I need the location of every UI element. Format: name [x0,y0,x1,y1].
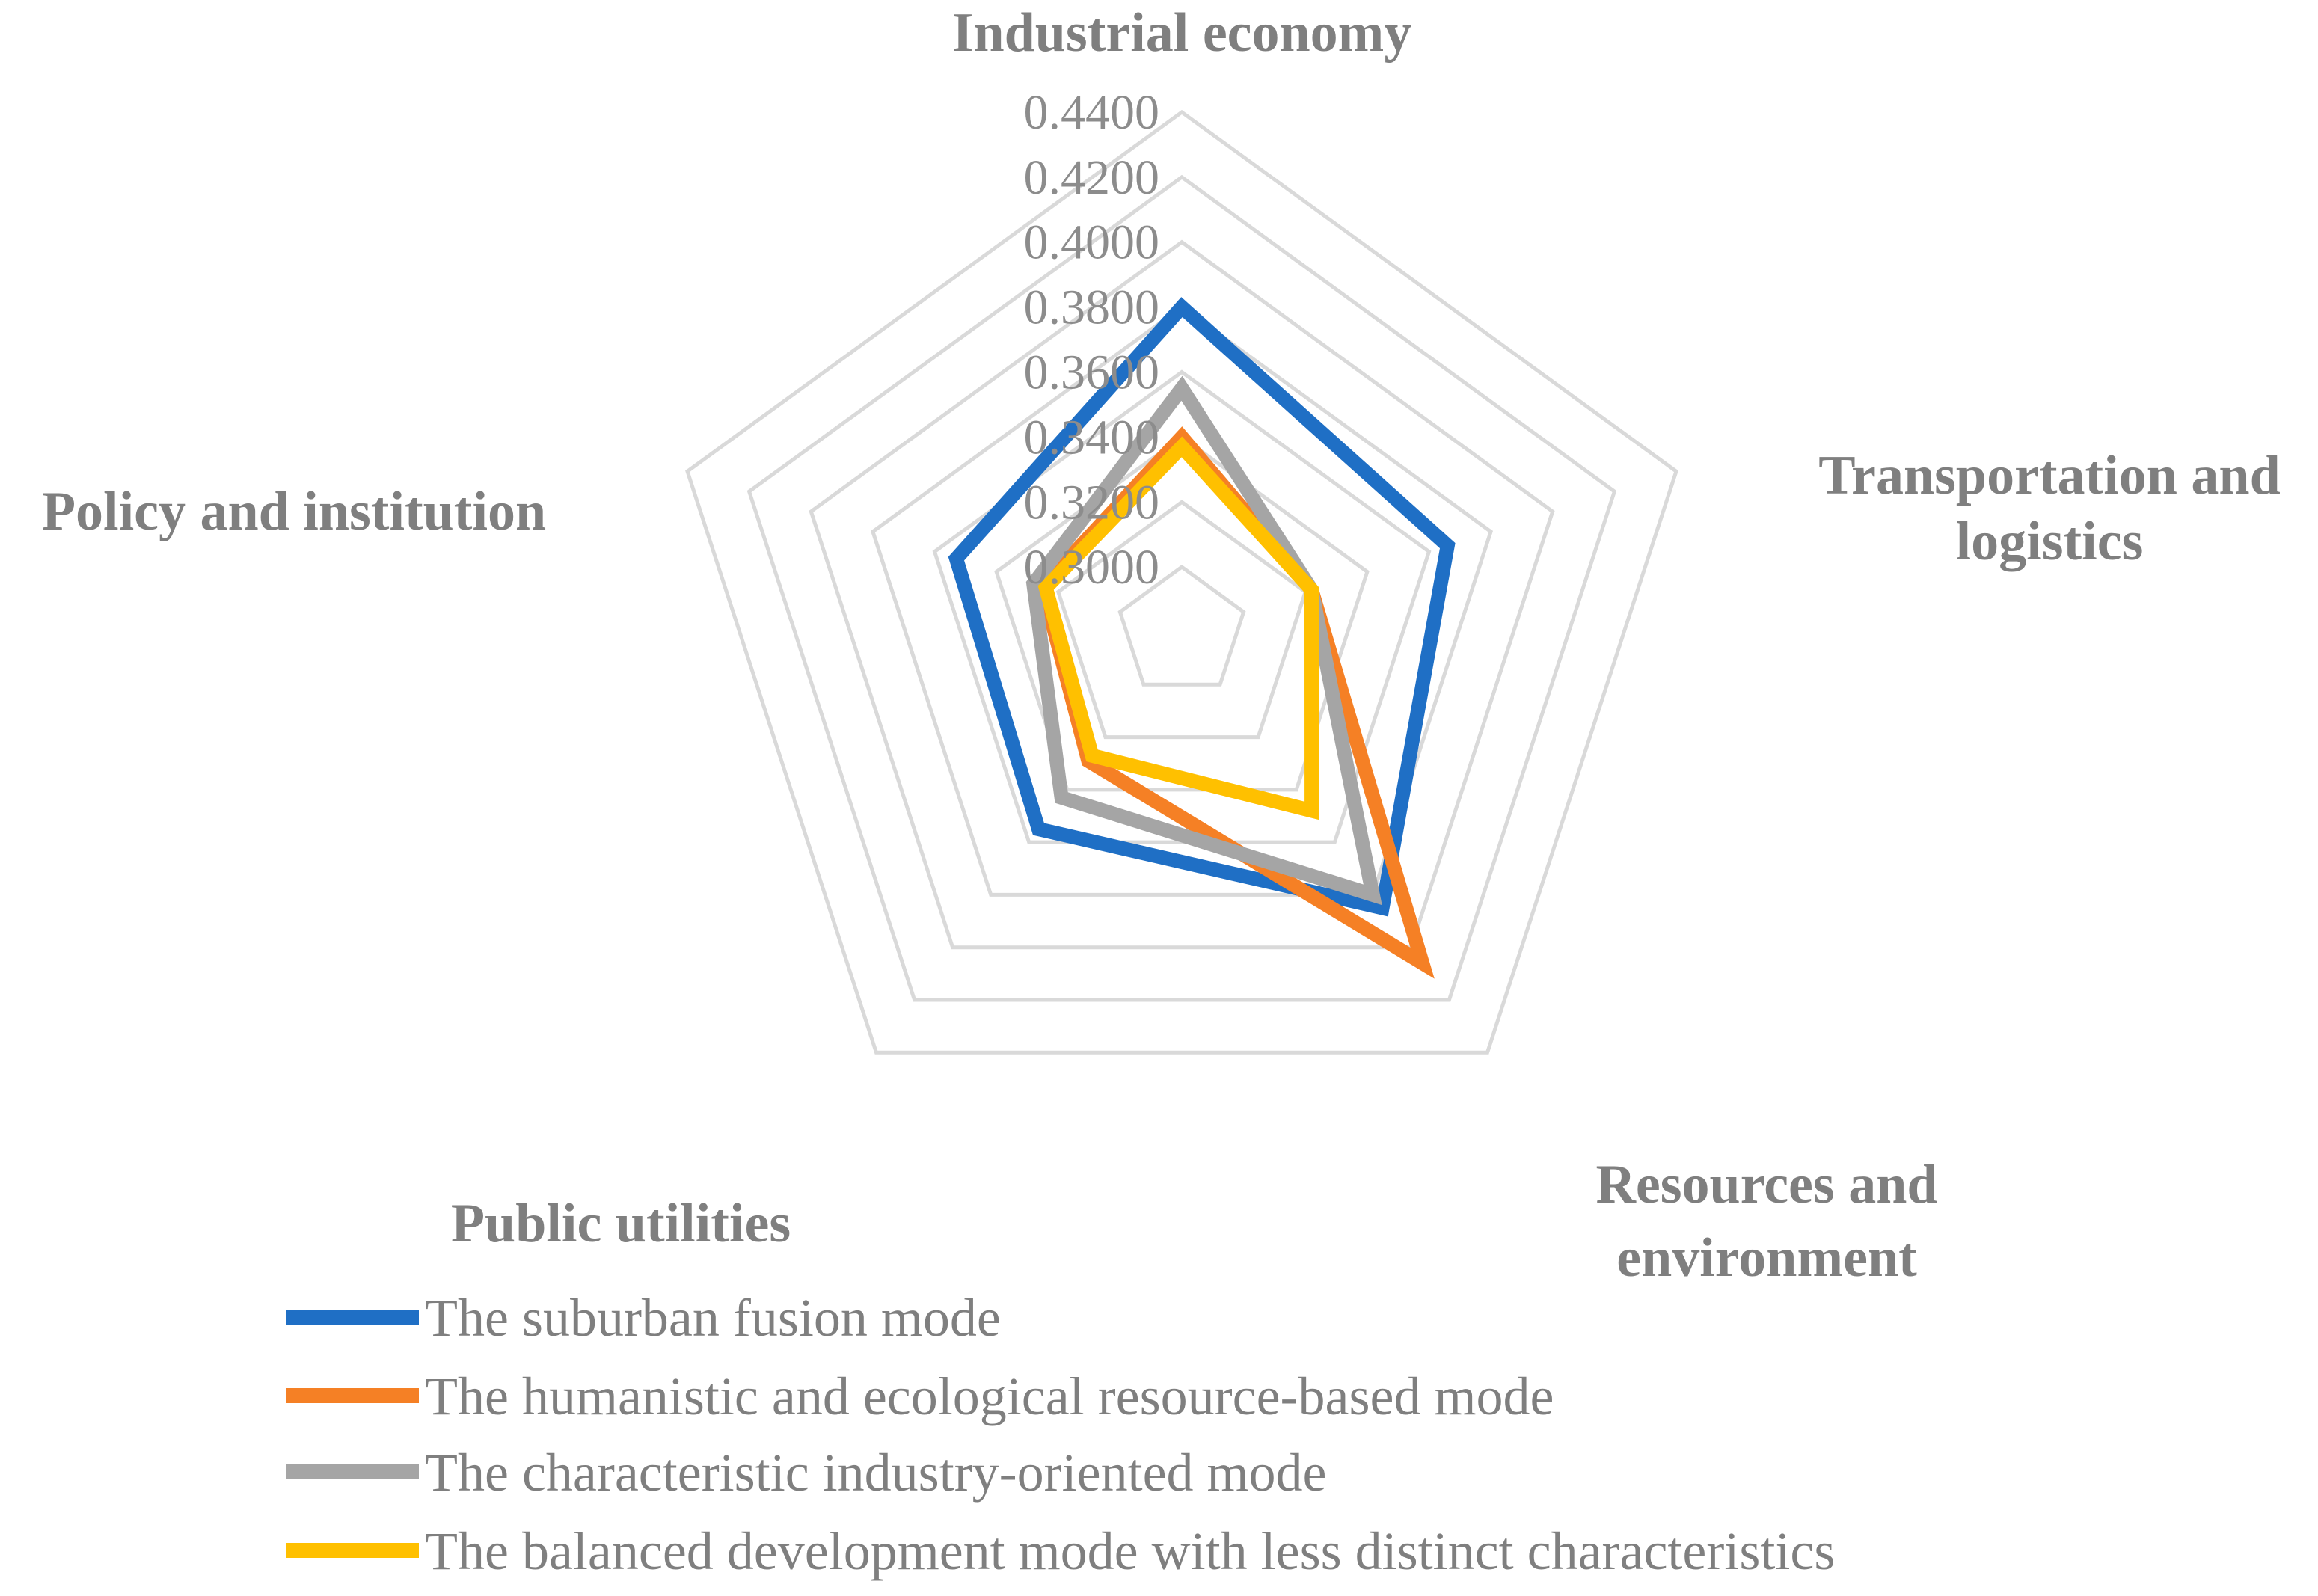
grid-ring-6 [746,174,1617,1002]
axis-label-public-utilities: Public utilities [451,1193,791,1254]
axis-label-line: Transportation and [1818,445,2280,506]
tick-label: 0.4200 [1024,150,1160,205]
grid-ring-1 [1055,500,1308,740]
tick-label: 0.3000 [1024,540,1160,595]
axis-label-resources-and-environment: Resources and environment [1595,1154,1937,1289]
tick-label: 0.3600 [1024,346,1160,400]
axis-labels: Industrial economy Transportation and logi… [42,2,2281,1289]
series-line-the-balanced-development-mode-with-less-distinct-characteristics [1037,436,1319,820]
radar-grid [685,109,1678,1055]
axis-label-policy-and-institution: Policy and institution [42,481,546,542]
grid-ring-5 [809,239,1555,950]
axis-label-line: environment [1616,1227,1917,1289]
legend-label: The suburban fusion mode [425,1288,1001,1348]
axis-label-line: Public utilities [451,1193,791,1254]
axis-label-line: Industrial economy [952,2,1412,64]
tick-label: 0.3400 [1024,410,1160,464]
grid-ring-0 [1117,565,1246,687]
legend-label: The humanistic and ecological resource-b… [425,1366,1554,1426]
series-line-the-suburban-fusion-mode [948,297,1456,917]
tick-label: 0.4400 [1024,85,1160,140]
legend-label: The balanced development mode with less … [425,1521,1835,1581]
axis-label-line: Resources and [1595,1154,1937,1215]
radial-tick-labels: 0.3000 0.3200 0.3400 0.3600 0.3800 0.4000 0.42… [1024,85,1160,595]
tick-label: 0.3200 [1024,475,1160,530]
axis-label-industrial-economy: Industrial economy [952,2,1412,64]
grid-ring-7 [685,109,1678,1055]
radar-series [948,297,1456,979]
tick-label: 0.4000 [1024,215,1160,270]
axis-label-line: Policy and institution [42,481,546,542]
legend: The suburban fusion mode The humanistic a… [286,1288,1835,1581]
axis-label-line: logistics [1956,511,2144,572]
grid-ring-2 [994,435,1370,792]
axis-label-transportation-and-logistics: Transportation and logistics [1818,445,2280,572]
grid-ring-4 [870,304,1494,897]
legend-label: The characteristic industry-oriented mod… [425,1443,1327,1503]
tick-label: 0.3800 [1024,280,1160,335]
